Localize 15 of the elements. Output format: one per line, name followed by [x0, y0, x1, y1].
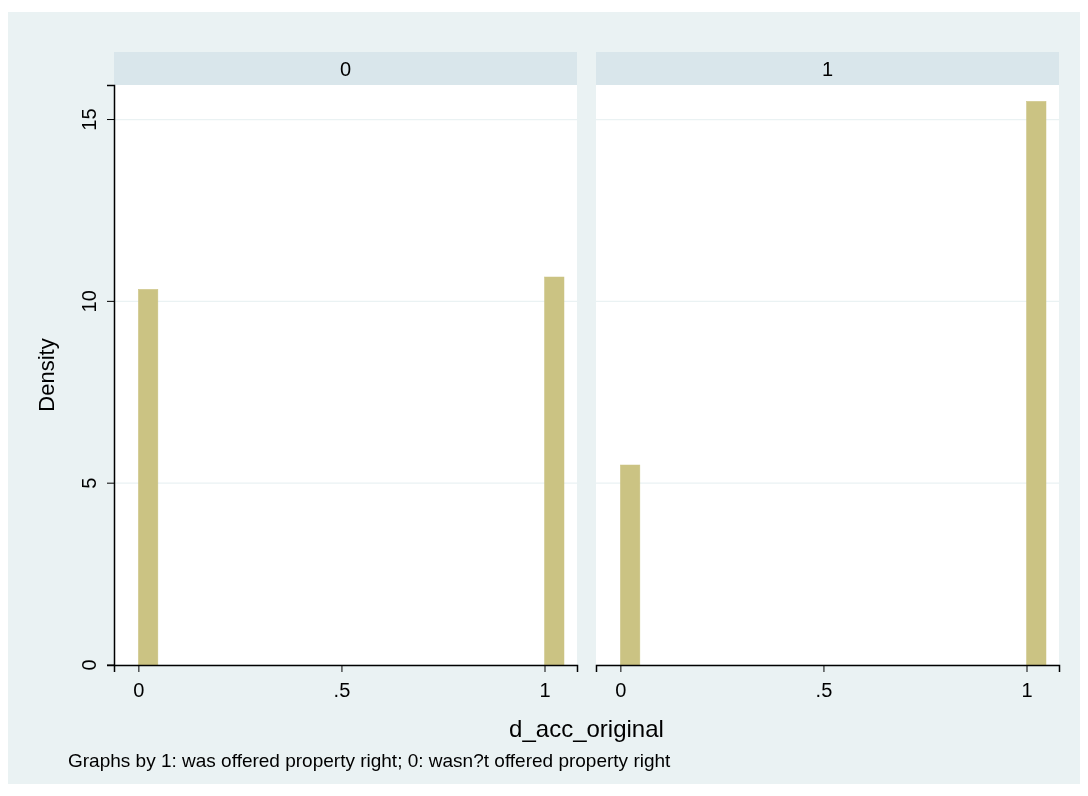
chart-title: 0: [339, 57, 352, 80]
x-tick-label: .5: [815, 679, 833, 701]
x-tick-label: 1: [1021, 679, 1033, 701]
y-tick-label: 10: [78, 290, 100, 313]
x-tick-label: 0: [133, 679, 145, 701]
y-tick-label: 5: [78, 477, 100, 489]
x-tick-label: 0: [615, 679, 627, 701]
y-axis-title: Density: [34, 338, 59, 412]
text: Graphs by 1: was offered property right; 0: wasn?t offered property right: [68, 750, 672, 771]
x-tick-label: .5: [333, 679, 351, 701]
y-tick-label: 0: [78, 659, 100, 671]
chart-title: 1: [821, 57, 834, 80]
y-tick-label: 15: [78, 108, 100, 131]
x-tick-label: 1: [539, 679, 551, 701]
x-axis-title: d_acc_original: [509, 715, 664, 742]
